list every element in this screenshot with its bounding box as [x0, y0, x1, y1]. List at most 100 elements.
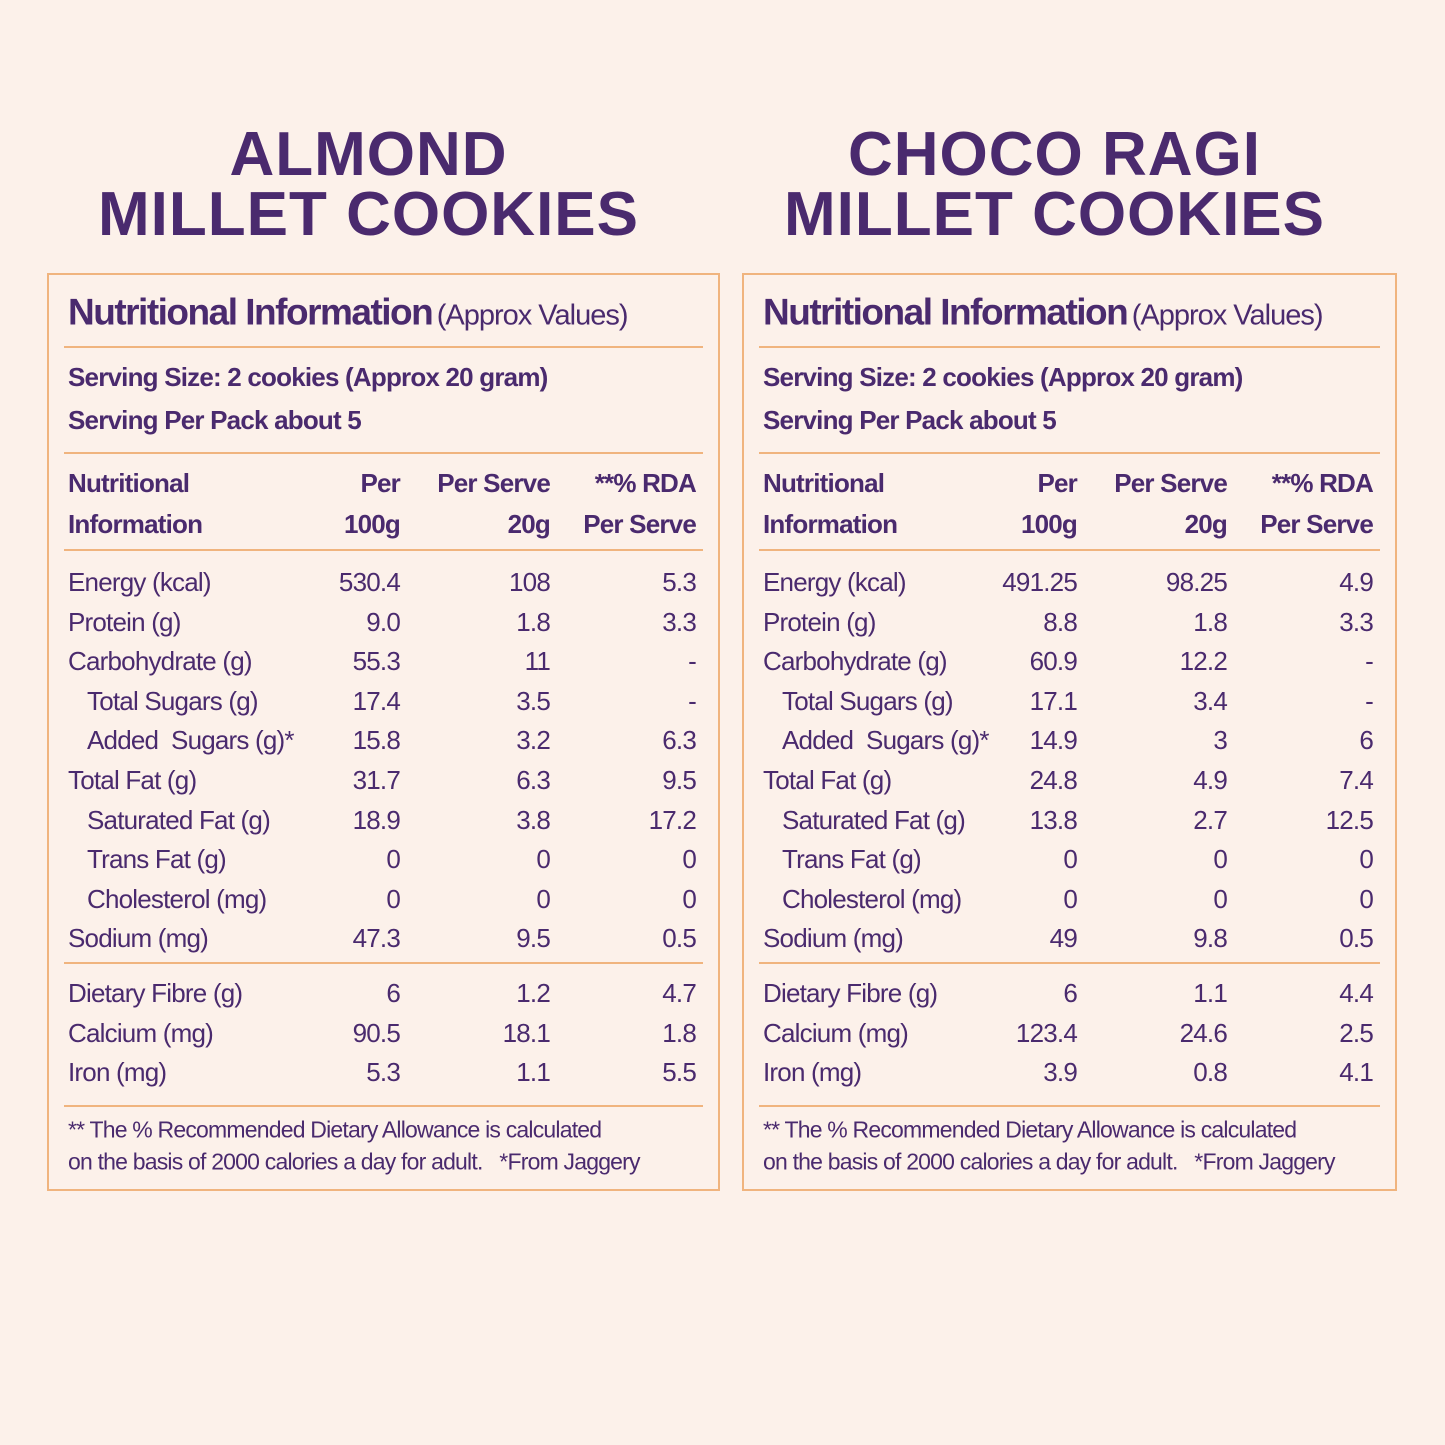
divider [759, 1104, 1380, 1107]
footnote: ** The % Recommended Dietary Allowance i… [763, 1116, 1297, 1143]
column-header: Per Serve [1114, 468, 1228, 498]
product-title: ALMOND [229, 120, 508, 189]
nutrient-value: 98.25 [1165, 567, 1228, 597]
nutrient-value: 6.3 [662, 725, 697, 756]
nutrient-value: 9.8 [1193, 923, 1228, 954]
nutrient-value: 5.5 [662, 1057, 697, 1088]
nutrient-label: Cholesterol (mg) [87, 883, 267, 914]
nutrient-label: Added Sugars (g)* [782, 725, 990, 756]
nutrient-value: 17.2 [648, 804, 697, 835]
nutrient-label: Carbohydrate (g) [68, 646, 253, 677]
nutrient-label: Cholesterol (mg) [782, 883, 962, 914]
nutrient-label: Total Sugars (g) [87, 685, 259, 716]
divider [759, 452, 1380, 454]
nutrient-value: 5.3 [366, 1057, 401, 1088]
nutrient-value: 49 [1049, 923, 1078, 954]
column-header: Information [68, 509, 203, 539]
nutrient-value: 0 [386, 844, 400, 875]
nutrient-label: Dietary Fibre (g) [68, 978, 243, 1008]
column-header: 100g [343, 509, 401, 539]
nutrient-label: Trans Fat (g) [87, 844, 227, 875]
nutrient-value: 530.4 [338, 567, 401, 597]
serving-size: Serving Size: 2 cookies (Approx 20 gram) [763, 362, 1243, 392]
nutrient-value: 4.1 [1339, 1057, 1374, 1088]
nutrient-value: 18.9 [352, 804, 401, 835]
nutrient-value: 3.9 [1043, 1057, 1078, 1088]
footnote: on the basis of 2000 calories a day for … [763, 1148, 1336, 1175]
nutrient-value: 13.8 [1029, 804, 1078, 835]
nutrient-value: 123.4 [1015, 1017, 1078, 1048]
nutrient-value: 0.5 [1339, 923, 1374, 954]
footnote: on the basis of 2000 calories a day for … [68, 1148, 641, 1175]
nutrient-value: 2.5 [1339, 1017, 1374, 1048]
nutrient-value: 4.4 [1339, 978, 1374, 1008]
nutrient-value: 1.8 [516, 606, 551, 637]
nutrient-value: 0.8 [1193, 1057, 1228, 1088]
nutrient-value: 1.1 [516, 1057, 551, 1088]
nutrient-value: - [688, 646, 697, 677]
nutrient-value: 55.3 [352, 646, 401, 677]
divider [759, 549, 1380, 551]
nutrient-value: 8.8 [1043, 606, 1078, 637]
nutrient-label: Energy (kcal) [763, 567, 907, 597]
nutrient-value: 17.4 [352, 685, 401, 716]
nutrient-label: Iron (mg) [763, 1057, 862, 1088]
divider [64, 549, 703, 551]
nutrient-value: 3 [1213, 725, 1227, 756]
nutrient-value: 6 [386, 978, 400, 1008]
servings-per-pack: Serving Per Pack about 5 [763, 405, 1057, 435]
nutrient-value: 60.9 [1029, 646, 1078, 677]
column-header: Information [763, 509, 898, 539]
column-header: Per Serve [437, 468, 551, 498]
nutrient-value: 0.5 [662, 923, 697, 954]
nutrient-label: Carbohydrate (g) [763, 646, 948, 677]
nutrient-label: Saturated Fat (g) [87, 804, 271, 835]
nutrient-label: Added Sugars (g)* [87, 725, 295, 756]
divider [64, 452, 703, 454]
nutrient-value: 4.9 [1339, 567, 1374, 597]
nutrient-value: 108 [509, 567, 551, 597]
heading: Nutritional Information [763, 291, 1129, 333]
nutrient-value: 6 [1359, 725, 1373, 756]
nutrient-value: 0 [1359, 844, 1373, 875]
nutrient-value: 4.7 [662, 978, 697, 1008]
heading-line: Nutritional Information (Approx Values) [68, 294, 628, 331]
nutrient-value: 0 [536, 844, 550, 875]
nutrient-value: 3.3 [662, 606, 697, 637]
nutrient-value: 3.8 [516, 804, 551, 835]
serving-size: Serving Size: 2 cookies (Approx 20 gram) [68, 362, 548, 392]
nutrient-value: 0 [1063, 883, 1077, 914]
column-header: Per Serve [1260, 509, 1374, 539]
column-header: 20g [1184, 509, 1228, 539]
nutrient-value: 0 [386, 883, 400, 914]
nutrient-value: 2.7 [1193, 804, 1228, 835]
nutrient-value: 5.3 [662, 567, 697, 597]
nutrient-value: 0 [1213, 844, 1227, 875]
nutrient-label: Trans Fat (g) [782, 844, 922, 875]
column-header: Per Serve [583, 509, 697, 539]
nutrient-label: Total Fat (g) [763, 765, 892, 795]
nutrient-value: 1.1 [1193, 978, 1228, 1008]
nutrient-value: 9.5 [516, 923, 551, 954]
nutrient-value: 12.5 [1325, 804, 1374, 835]
nutrient-value: 0 [1359, 883, 1373, 914]
nutrient-value: 14.9 [1029, 725, 1078, 756]
nutrient-value: 3.5 [516, 685, 551, 716]
nutrient-label: Sodium (mg) [68, 923, 209, 954]
nutrient-label: Dietary Fibre (g) [763, 978, 938, 1008]
nutrient-value: 17.1 [1029, 685, 1078, 716]
nutrient-value: 90.5 [352, 1017, 401, 1048]
divider [64, 962, 703, 964]
nutrient-value: 0 [1063, 844, 1077, 875]
column-header: Nutritional [68, 468, 190, 498]
nutrient-value: 3.2 [516, 725, 551, 756]
nutrient-value: 11 [524, 646, 551, 677]
nutrient-value: - [688, 685, 697, 716]
divider [759, 962, 1380, 964]
column-header: Nutritional [763, 468, 885, 498]
nutrient-value: 15.8 [352, 725, 401, 756]
nutrient-value: 31.7 [352, 765, 401, 795]
nutrient-value: 47.3 [352, 923, 401, 954]
nutrient-value: 6 [1063, 978, 1077, 1008]
column-header: **% RDA [594, 468, 697, 498]
